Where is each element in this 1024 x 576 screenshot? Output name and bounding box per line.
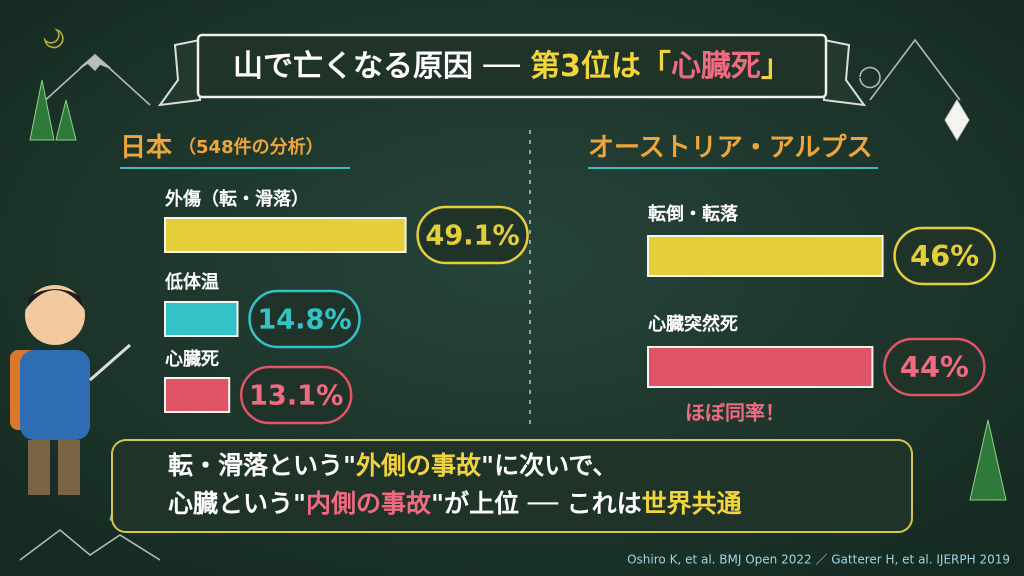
tree xyxy=(29,79,55,141)
text-segment: 世界共通 xyxy=(642,489,742,518)
value-bubble xyxy=(893,226,996,286)
title-banner: 山で亡くなる原因 ── 第3位は「心臓死」 xyxy=(157,33,867,107)
category-label: 外傷（転・滑落） xyxy=(165,188,309,210)
tree xyxy=(55,99,77,141)
bar xyxy=(164,377,231,413)
charts: 日本 （548件の分析） 外傷（転・滑落） 49.1% 低体温 14.8% 心臓死 13.1%… xyxy=(120,133,996,425)
value-label: 14.8% xyxy=(257,305,351,336)
edelweiss xyxy=(944,99,970,141)
mountain-right xyxy=(869,38,961,101)
annotation: ほぼ同率！ xyxy=(685,401,785,425)
chart-subtitle: （548件の分析） xyxy=(178,136,324,158)
leg xyxy=(28,440,50,495)
chart-title: オーストリア・アルプス xyxy=(588,133,872,163)
hair xyxy=(25,289,85,310)
text-segment: 心臓死 xyxy=(671,49,761,84)
snow-cap xyxy=(79,53,111,72)
chart-title: 日本 （548件の分析） xyxy=(120,133,324,163)
text-segment: 転・滑落という" xyxy=(168,451,356,480)
moon xyxy=(859,66,881,89)
value-label: 49.1% xyxy=(425,221,519,252)
text-segment: 」 xyxy=(761,49,791,84)
category-label: 低体温 xyxy=(164,271,219,293)
bar xyxy=(164,217,407,253)
value-bubble xyxy=(239,365,353,425)
bar xyxy=(164,301,239,337)
tree xyxy=(969,419,1007,501)
value-bubble xyxy=(248,289,361,349)
text-segment: "に次いで、 xyxy=(481,451,617,480)
value-bubble xyxy=(416,205,529,265)
category-label: 心臓突然死 xyxy=(648,313,738,335)
ribbon-end xyxy=(823,38,867,107)
leg xyxy=(58,440,80,495)
summary-line: 心臓という"内側の事故"が上位 ── これは世界共通 xyxy=(168,489,742,518)
text-segment: 外側の事故 xyxy=(356,451,482,480)
text-segment: "が上位 ── これは xyxy=(431,489,642,518)
decorations xyxy=(19,28,961,561)
ribbon xyxy=(196,33,828,99)
hiker xyxy=(10,285,131,495)
summary-line: 転・滑落という"外側の事故"に次いで、 xyxy=(168,451,617,480)
citation: Oshiro K, et al. BMJ Open 2022 ／ Gattere… xyxy=(627,553,1010,567)
moon xyxy=(43,28,64,49)
text-segment: 内側の事故 xyxy=(306,489,432,518)
hills xyxy=(19,528,161,561)
bar xyxy=(647,346,874,388)
face xyxy=(25,285,85,345)
value-label: 13.1% xyxy=(249,381,343,412)
bar xyxy=(647,235,884,277)
pointer xyxy=(89,343,131,382)
value-label: 44% xyxy=(900,350,969,384)
value-bubble xyxy=(883,337,986,397)
category-label: 心臓死 xyxy=(165,349,219,370)
text-segment: 心臓という" xyxy=(168,489,306,518)
chart-title-text: オーストリア・アルプス xyxy=(588,133,872,163)
value-label: 46% xyxy=(910,239,979,273)
text-segment: 第3位は「 xyxy=(530,49,671,84)
chart-title-text: 日本 xyxy=(120,133,172,163)
category-label: 転倒・転落 xyxy=(648,203,739,225)
text-segment: 山で亡くなる原因 ── xyxy=(233,49,530,84)
summary-box xyxy=(111,439,913,533)
title: 山で亡くなる原因 ── 第3位は「心臓死」 xyxy=(233,49,791,84)
ribbon-end xyxy=(157,38,201,107)
jacket xyxy=(20,350,90,440)
